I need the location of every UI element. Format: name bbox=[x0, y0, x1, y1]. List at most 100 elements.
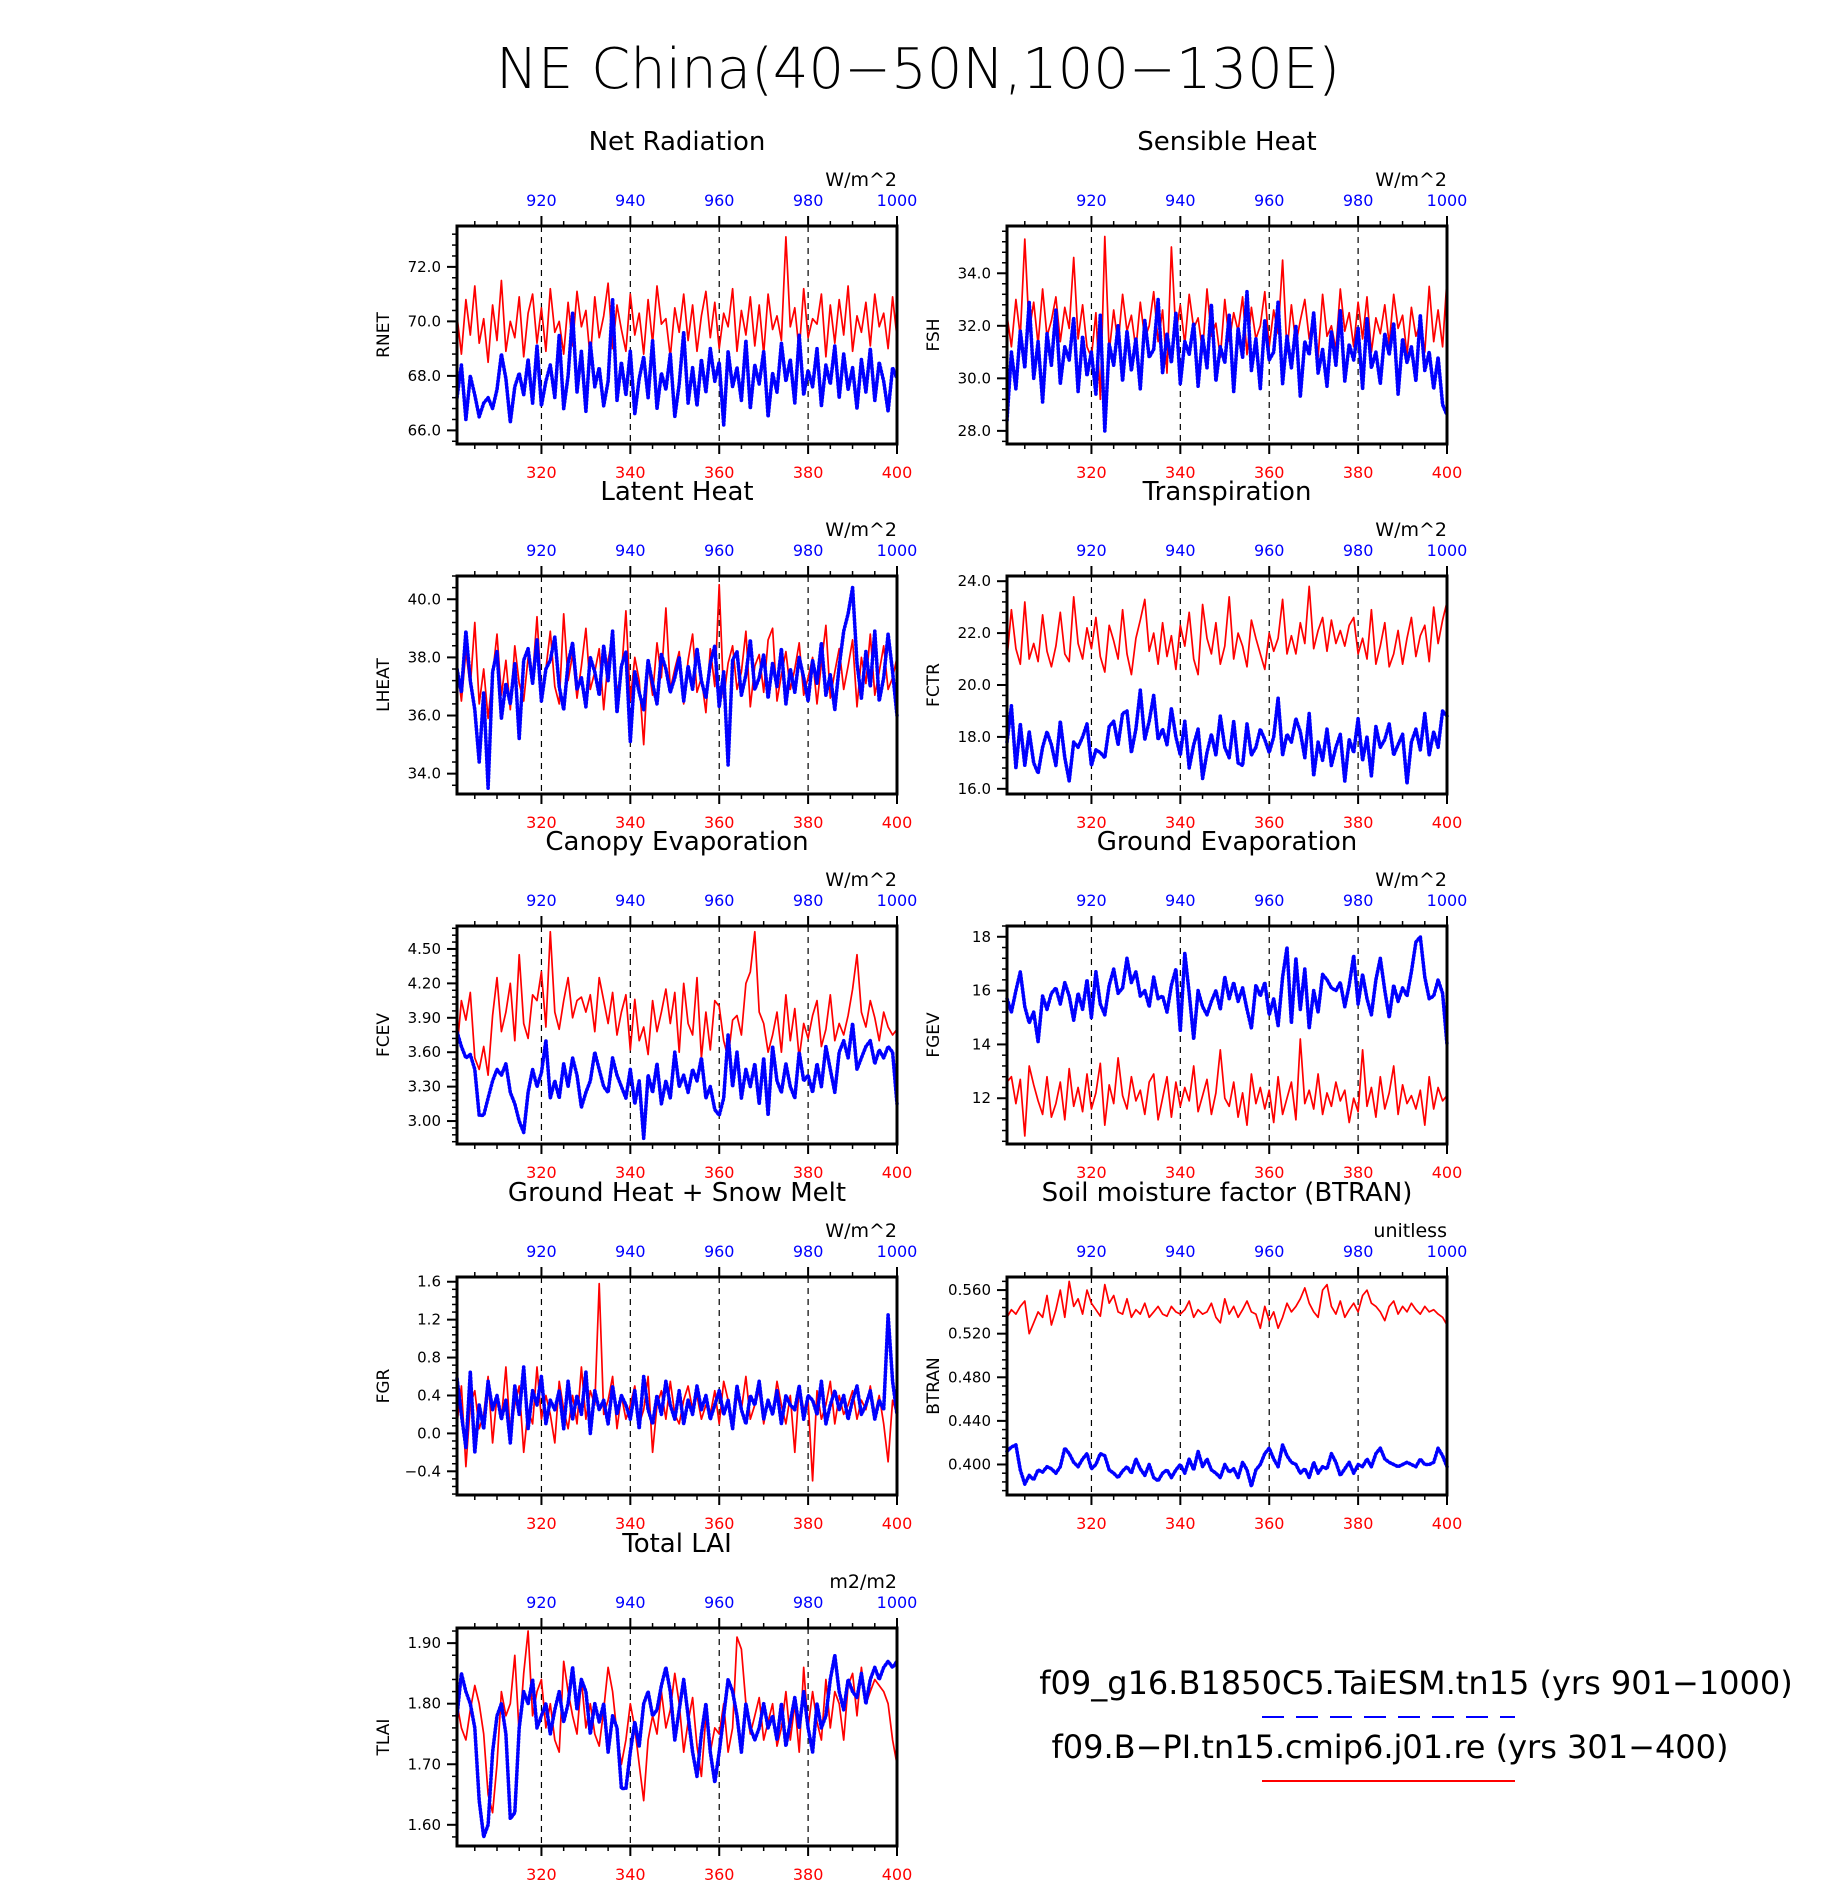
x-tick-label-bottom: 380 bbox=[793, 463, 824, 482]
x-tick-label-bottom: 340 bbox=[1165, 463, 1196, 482]
x-tick-label-top: 960 bbox=[1254, 891, 1285, 910]
y-tick-label: 0.480 bbox=[948, 1368, 991, 1386]
x-tick-label-top: 1000 bbox=[1427, 541, 1468, 560]
y-tick-label: 3.30 bbox=[408, 1078, 441, 1096]
x-tick-label-bottom: 320 bbox=[526, 463, 557, 482]
main-title: NE China(40−50N,100−130E) bbox=[496, 37, 1340, 102]
y-tick-label: 3.90 bbox=[408, 1009, 441, 1027]
unit-label: unitless bbox=[1373, 1220, 1447, 1242]
x-tick-label-bottom: 380 bbox=[793, 813, 824, 832]
x-tick-label-top: 960 bbox=[1254, 191, 1285, 210]
x-tick-label-top: 980 bbox=[793, 891, 824, 910]
y-tick-label: 40.0 bbox=[408, 590, 441, 608]
y-axis-label: BTRAN bbox=[924, 1357, 944, 1415]
y-tick-label: 1.70 bbox=[408, 1755, 441, 1773]
x-tick-label-top: 1000 bbox=[877, 891, 918, 910]
series-line-red bbox=[456, 1630, 898, 1814]
series-line-blue bbox=[455, 1653, 899, 1839]
unit-label: W/m^2 bbox=[1375, 519, 1447, 541]
y-tick-label: 0.4 bbox=[417, 1386, 441, 1404]
x-tick-label-bottom: 380 bbox=[793, 1865, 824, 1884]
x-tick-label-bottom: 320 bbox=[1076, 463, 1107, 482]
y-tick-label: 24.0 bbox=[958, 572, 991, 590]
x-tick-label-top: 940 bbox=[615, 541, 646, 560]
x-tick-label-top: 920 bbox=[526, 891, 557, 910]
x-tick-label-top: 960 bbox=[704, 1593, 735, 1612]
y-tick-label: 36.0 bbox=[408, 707, 441, 725]
series-line-red bbox=[456, 236, 898, 364]
x-tick-label-bottom: 320 bbox=[1076, 1514, 1107, 1533]
series-line-blue bbox=[1005, 289, 1449, 433]
x-tick-label-top: 960 bbox=[1254, 541, 1285, 560]
panel-title: Ground Heat + Snow Melt bbox=[508, 1178, 846, 1208]
y-tick-label: 4.20 bbox=[408, 974, 441, 992]
series-line-red bbox=[1006, 585, 1448, 676]
x-tick-label-top: 940 bbox=[615, 1242, 646, 1261]
x-tick-label-bottom: 320 bbox=[526, 1865, 557, 1884]
panel-fsh: Sensible Heat W/m^2 FSH 28.0 30.0 32.0 34.0 320… bbox=[924, 127, 1467, 482]
x-tick-label-top: 980 bbox=[1343, 1242, 1374, 1261]
series-line-red bbox=[1006, 235, 1448, 401]
x-tick-label-bottom: 400 bbox=[882, 463, 913, 482]
y-tick-label: 1.60 bbox=[408, 1816, 441, 1834]
panel-tlai: Total LAI m2/m2 TLAI 1.60 1.70 1.80 1.90 320 920… bbox=[374, 1529, 917, 1884]
series-line-blue bbox=[455, 1313, 899, 1455]
legend-blue-label: f09_g16.B1850C5.TaiESM.tn15 (yrs 901−100… bbox=[1039, 1664, 1792, 1702]
unit-label: W/m^2 bbox=[1375, 869, 1447, 891]
y-tick-label: 16 bbox=[972, 982, 991, 1000]
panel-fgev: Ground Evaporation W/m^2 FGEV 12 14 16 18 320 92… bbox=[924, 827, 1467, 1182]
series-line-blue bbox=[455, 297, 899, 427]
x-tick-label-bottom: 340 bbox=[615, 1163, 646, 1182]
x-tick-label-top: 920 bbox=[526, 191, 557, 210]
x-tick-label-bottom: 340 bbox=[1165, 813, 1196, 832]
y-axis-label: LHEAT bbox=[374, 658, 394, 712]
plot-frame bbox=[455, 224, 899, 446]
unit-label: W/m^2 bbox=[825, 519, 897, 541]
series-line-blue bbox=[1005, 688, 1449, 786]
x-tick-label-top: 1000 bbox=[877, 191, 918, 210]
legend-red-label: f09.B−PI.tn15.cmip6.j01.re (yrs 301−400) bbox=[1051, 1728, 1728, 1766]
x-tick-label-top: 940 bbox=[615, 891, 646, 910]
y-axis-label: FSH bbox=[924, 318, 944, 351]
legend: f09_g16.B1850C5.TaiESM.tn15 (yrs 901−100… bbox=[1039, 1664, 1793, 1782]
x-tick-label-top: 920 bbox=[1076, 891, 1107, 910]
x-tick-label-bottom: 360 bbox=[704, 1865, 735, 1884]
x-tick-label-bottom: 320 bbox=[526, 1514, 557, 1533]
y-tick-label: 0.8 bbox=[417, 1349, 441, 1367]
x-tick-label-bottom: 340 bbox=[615, 463, 646, 482]
y-tick-label: 70.0 bbox=[408, 312, 441, 330]
x-tick-label-top: 940 bbox=[1165, 191, 1196, 210]
y-tick-label: 1.2 bbox=[417, 1311, 441, 1329]
x-tick-label-top: 940 bbox=[615, 191, 646, 210]
y-tick-label: 34.0 bbox=[408, 765, 441, 783]
x-tick-label-top: 1000 bbox=[1427, 1242, 1468, 1261]
y-tick-label: 0.440 bbox=[948, 1412, 991, 1430]
unit-label: W/m^2 bbox=[825, 869, 897, 891]
x-tick-label-top: 980 bbox=[1343, 191, 1374, 210]
plot-frame bbox=[455, 1275, 899, 1497]
x-tick-label-top: 960 bbox=[704, 541, 735, 560]
x-tick-label-bottom: 320 bbox=[1076, 1163, 1107, 1182]
y-tick-label: −0.4 bbox=[405, 1462, 441, 1480]
series-line-blue bbox=[1005, 934, 1449, 1047]
x-tick-label-top: 960 bbox=[704, 891, 735, 910]
x-tick-label-bottom: 400 bbox=[1432, 463, 1463, 482]
x-tick-label-bottom: 400 bbox=[882, 1163, 913, 1182]
panel-fctr: Transpiration W/m^2 FCTR 16.0 18.0 20.0 22.0 24… bbox=[924, 477, 1467, 832]
panel-title: Net Radiation bbox=[589, 127, 766, 157]
panel-btran: Soil moisture factor (BTRAN) unitless BTRA… bbox=[924, 1178, 1467, 1533]
y-axis-label: FGEV bbox=[924, 1012, 944, 1058]
x-tick-label-bottom: 380 bbox=[793, 1514, 824, 1533]
y-tick-label: 0.400 bbox=[948, 1455, 991, 1473]
y-tick-label: 28.0 bbox=[958, 422, 991, 440]
x-tick-label-bottom: 360 bbox=[704, 1163, 735, 1182]
x-tick-label-bottom: 380 bbox=[1343, 1514, 1374, 1533]
x-tick-label-top: 980 bbox=[793, 1242, 824, 1261]
x-tick-label-bottom: 400 bbox=[1432, 1514, 1463, 1533]
y-tick-label: 14 bbox=[972, 1035, 991, 1053]
unit-label: W/m^2 bbox=[1375, 169, 1447, 191]
plot-frame bbox=[1005, 224, 1449, 446]
y-tick-label: 66.0 bbox=[408, 421, 441, 439]
panel-title: Soil moisture factor (BTRAN) bbox=[1042, 1178, 1413, 1208]
y-axis-label: TLAI bbox=[374, 1719, 394, 1757]
